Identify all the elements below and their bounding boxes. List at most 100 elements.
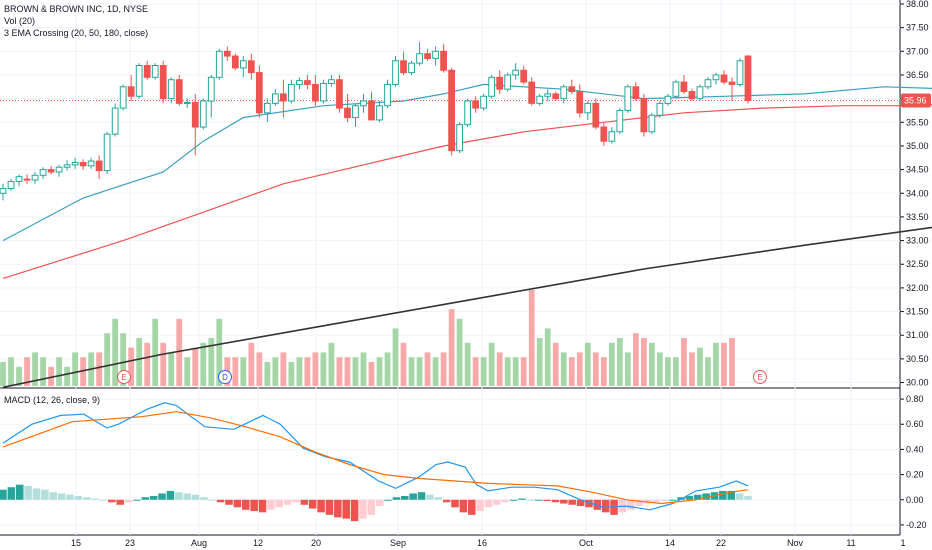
candle-body xyxy=(271,93,279,104)
macd-histogram-bar xyxy=(627,499,635,510)
macd-histogram-bar xyxy=(426,494,434,500)
volume-bar xyxy=(8,357,14,386)
macd-histogram-bar xyxy=(158,493,166,500)
macd-histogram-bar xyxy=(342,499,350,519)
candle-body xyxy=(199,100,207,128)
macd-histogram-bar xyxy=(233,499,242,508)
earnings-marker xyxy=(117,370,131,384)
macd-histogram-bar xyxy=(183,493,191,500)
volume-bar xyxy=(208,338,215,386)
candle-body xyxy=(440,50,447,71)
volume-bar xyxy=(176,318,183,386)
candle-body xyxy=(103,133,111,172)
macd-histogram-bar xyxy=(267,499,275,510)
candle-body xyxy=(239,60,247,69)
macd-histogram-bar xyxy=(476,499,484,512)
candle-body xyxy=(592,102,600,128)
volume-bar xyxy=(456,318,463,386)
macd-histogram-bar xyxy=(560,499,568,504)
candle-body xyxy=(247,60,255,74)
volume-bar xyxy=(552,342,559,386)
volume-bar xyxy=(240,357,247,386)
ema-line-ema-180 xyxy=(2,226,932,389)
macd-histogram-bar xyxy=(459,499,468,513)
x-tick-label: 12 xyxy=(253,538,263,548)
macd-histogram-bar xyxy=(241,499,250,510)
macd-histogram-bar xyxy=(82,497,91,500)
volume-bar xyxy=(656,352,663,386)
earnings-marker xyxy=(753,370,767,384)
candle-body xyxy=(191,101,199,128)
y-tick-label: 36.50 xyxy=(906,70,929,80)
marker-label: E xyxy=(121,373,126,382)
candle-body xyxy=(296,80,303,85)
volume-bar xyxy=(216,318,223,386)
macd-histogram-bar xyxy=(66,494,74,500)
macd-y-tick-label: 0.80 xyxy=(906,394,924,404)
candle-body xyxy=(648,114,656,133)
macd-signal-line xyxy=(2,411,749,505)
macd-histogram-bar xyxy=(493,499,501,505)
y-tick-label: 33.00 xyxy=(906,236,929,246)
y-tick-label: 31.00 xyxy=(906,330,929,340)
volume-bar xyxy=(64,366,70,386)
candle-body xyxy=(87,160,95,167)
last-price-badge xyxy=(901,93,931,108)
volume-bar xyxy=(48,366,54,386)
candle-body xyxy=(368,100,375,121)
candle-body xyxy=(47,169,55,173)
macd-histogram-bar xyxy=(15,484,24,500)
macd-histogram-bar xyxy=(116,499,124,505)
volume-bar xyxy=(592,352,599,386)
candle-body xyxy=(424,53,431,59)
macd-histogram-bar xyxy=(401,495,409,500)
candle-body xyxy=(263,102,271,114)
volume-bar xyxy=(632,333,639,386)
macd-histogram-bar xyxy=(392,497,401,500)
candle-body xyxy=(720,74,728,83)
candle-body xyxy=(544,93,552,97)
candles xyxy=(0,41,752,201)
volume-bar xyxy=(721,342,727,386)
macd-histogram-bar xyxy=(543,499,551,502)
volume-bar xyxy=(256,352,263,386)
volume-bar xyxy=(344,357,351,386)
macd-histogram-bar xyxy=(601,499,610,513)
candle-body xyxy=(744,55,752,102)
candle-body xyxy=(488,76,496,97)
volume-bar xyxy=(320,352,327,386)
candle-body xyxy=(127,86,135,97)
macd-histogram-bar xyxy=(585,499,593,508)
macd-histogram-bar xyxy=(74,495,83,500)
macd-histogram-bar xyxy=(149,495,158,500)
candle-body xyxy=(640,98,648,133)
volume-bar xyxy=(296,357,303,386)
candle-body xyxy=(512,69,520,76)
volume-bar xyxy=(136,338,143,386)
candle-body xyxy=(23,178,31,181)
macd-histogram-bar xyxy=(175,492,183,500)
macd-histogram-bar xyxy=(300,499,309,505)
volume-bar xyxy=(168,352,175,386)
y-tick-label: 35.50 xyxy=(906,117,929,127)
candle-body xyxy=(712,74,720,81)
candle-body xyxy=(39,169,47,176)
macd-histogram-bar xyxy=(652,499,660,503)
volume-bar xyxy=(560,352,567,386)
candle-body xyxy=(95,160,103,172)
candle-body xyxy=(536,95,544,104)
candle-body xyxy=(632,86,640,100)
candle-body xyxy=(304,80,311,85)
macd-histogram-bar xyxy=(719,490,727,500)
y-tick-label: 32.50 xyxy=(906,259,929,269)
macd-histogram-bar xyxy=(0,489,7,500)
macd-y-tick-label: -0.20 xyxy=(906,520,927,530)
x-tick-label: 15 xyxy=(71,538,81,548)
macd-histogram-bar xyxy=(384,499,392,501)
volume-bar xyxy=(368,362,375,386)
volume-bar xyxy=(184,357,191,386)
volume-bar xyxy=(528,290,535,386)
volume-bar xyxy=(376,357,383,386)
candle-body xyxy=(584,102,592,114)
